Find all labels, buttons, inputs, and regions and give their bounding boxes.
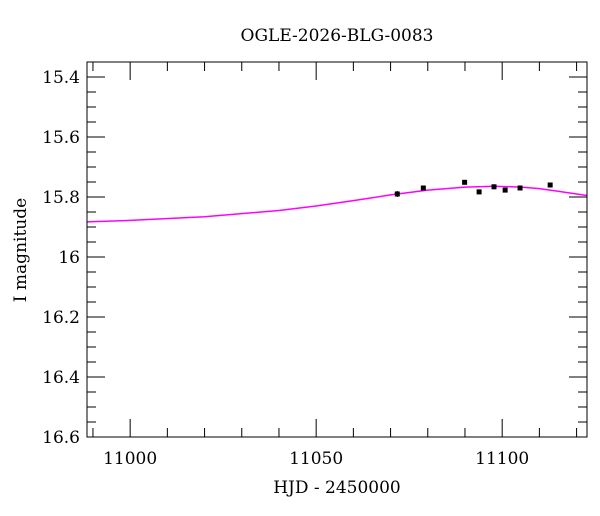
x-tick-label: 11100: [475, 449, 529, 469]
y-tick-label: 15.6: [42, 128, 80, 148]
data-point: [547, 182, 553, 188]
chart-title: OGLE-2026-BLG-0083: [241, 26, 434, 46]
x-tick-label: 11050: [289, 449, 343, 469]
data-point: [491, 184, 497, 190]
y-tick-label: 16.4: [42, 368, 80, 388]
data-point: [476, 189, 482, 195]
axes: 15.4 15.6 15.8 16 16.2 16.4 16.6 11000 11050 1110…: [42, 61, 587, 469]
x-axis-label: HJD - 2450000: [273, 478, 401, 498]
x-tick-label: 11000: [103, 449, 157, 469]
data-marks: [86, 179, 588, 223]
data-point: [394, 191, 400, 197]
data-point: [420, 185, 426, 191]
y-tick-label: 16.2: [42, 308, 80, 328]
y-axis-label: I magnitude: [11, 198, 31, 302]
data-point: [517, 185, 523, 191]
plot-frame: [86, 61, 588, 438]
data-point: [502, 187, 508, 193]
model-curve: [86, 185, 588, 223]
y-tick-label: 16.6: [42, 428, 80, 448]
y-tick-label: 15.4: [42, 68, 80, 88]
data-point: [462, 179, 468, 185]
y-tick-label: 16: [58, 248, 80, 268]
y-tick-label: 15.8: [42, 188, 80, 208]
